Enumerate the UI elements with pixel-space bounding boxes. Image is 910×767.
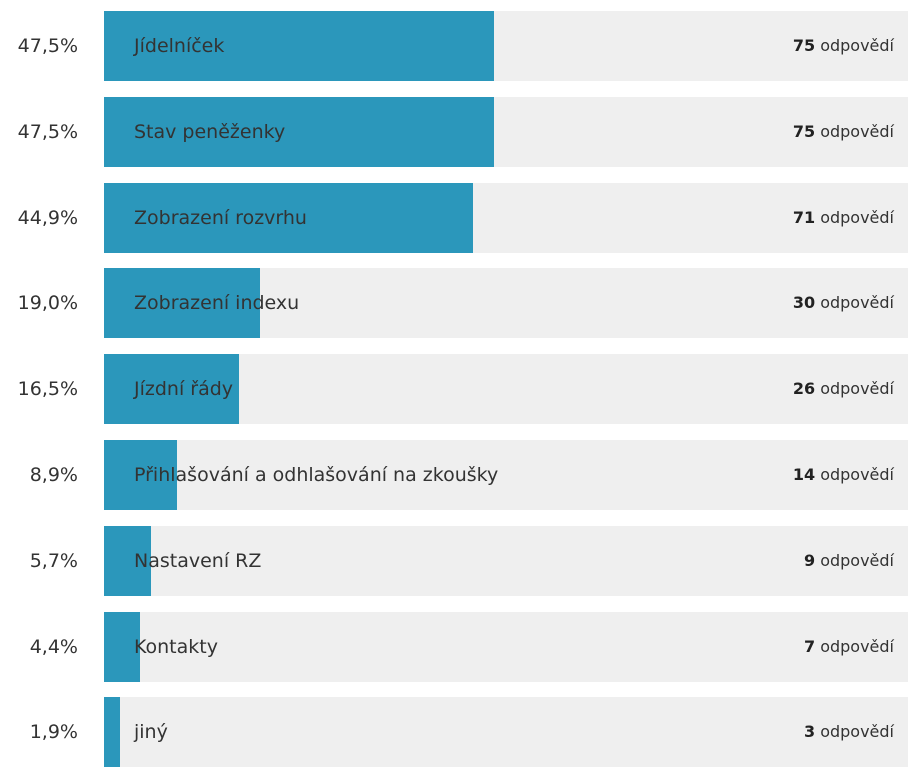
chart-row: 19,0% Zobrazení indexu 30 odpovědí (0, 268, 910, 338)
bar-track: Zobrazení rozvrhu 71 odpovědí (104, 183, 908, 253)
percent-label: 47,5% (17, 35, 78, 57)
option-label: Jídelníček (134, 35, 225, 57)
chart-row: 47,5% Stav peněženky 75 odpovědí (0, 97, 910, 167)
bar-track: Kontakty 7 odpovědí (104, 612, 908, 682)
bar-track: Stav peněženky 75 odpovědí (104, 97, 908, 167)
option-label: Zobrazení indexu (134, 292, 300, 314)
bar (104, 183, 473, 253)
percent-label: 5,7% (29, 550, 78, 572)
count-suffix: odpovědí (820, 379, 894, 398)
bar-track: Nastavení RZ 9 odpovědí (104, 526, 908, 596)
bar-track: jiný 3 odpovědí (104, 697, 908, 767)
bar-track: Jízdní řády 26 odpovědí (104, 354, 908, 424)
bar (104, 268, 260, 338)
count-suffix: odpovědí (820, 722, 894, 741)
count-suffix: odpovědí (820, 208, 894, 227)
count-suffix: odpovědí (820, 122, 894, 141)
option-label: Nastavení RZ (134, 550, 262, 572)
option-label: Stav peněženky (134, 121, 286, 143)
count-value: 9 (803, 551, 816, 570)
option-label: Kontakty (134, 636, 218, 658)
response-count: 3 odpovědí (804, 697, 894, 767)
count-value: 14 (792, 465, 816, 484)
response-count: 75 odpovědí (793, 97, 894, 167)
response-count: 75 odpovědí (793, 11, 894, 81)
option-label: Zobrazení rozvrhu (134, 207, 307, 229)
bar (104, 97, 494, 167)
bar (104, 354, 239, 424)
count-suffix: odpovědí (820, 293, 894, 312)
chart-row: 47,5% Jídelníček 75 odpovědí (0, 11, 910, 81)
percent-label: 16,5% (17, 378, 78, 400)
count-value: 71 (792, 208, 816, 227)
percent-label: 44,9% (17, 207, 78, 229)
option-label: jiný (134, 721, 168, 743)
chart-row: 44,9% Zobrazení rozvrhu 71 odpovědí (0, 183, 910, 253)
bar (104, 697, 120, 767)
bar (104, 440, 177, 510)
percent-label: 4,4% (29, 636, 78, 658)
count-suffix: odpovědí (820, 36, 894, 55)
count-suffix: odpovědí (820, 465, 894, 484)
response-count: 30 odpovědí (793, 268, 894, 338)
percent-label: 19,0% (17, 292, 78, 314)
percent-label: 1,9% (29, 721, 78, 743)
response-count: 26 odpovědí (793, 354, 894, 424)
percent-label: 47,5% (17, 121, 78, 143)
chart-row: 16,5% Jízdní řády 26 odpovědí (0, 354, 910, 424)
option-label: Jízdní řády (134, 378, 234, 400)
bar-track: Přihlašování a odhlašování na zkoušky 14 … (104, 440, 908, 510)
chart-row: 4,4% Kontakty 7 odpovědí (0, 612, 910, 682)
response-count: 71 odpovědí (793, 183, 894, 253)
count-suffix: odpovědí (820, 551, 894, 570)
percent-label: 8,9% (29, 464, 78, 486)
response-count: 9 odpovědí (804, 526, 894, 596)
chart-row: 1,9% jiný 3 odpovědí (0, 697, 910, 767)
option-label: Přihlašování a odhlašování na zkoušky (134, 464, 499, 486)
count-value: 26 (792, 379, 816, 398)
count-value: 3 (803, 722, 816, 741)
bar (104, 612, 140, 682)
chart-row: 5,7% Nastavení RZ 9 odpovědí (0, 526, 910, 596)
response-count: 7 odpovědí (804, 612, 894, 682)
chart-row: 8,9% Přihlašování a odhlašování na zkoušk… (0, 440, 910, 510)
bar-track: Zobrazení indexu 30 odpovědí (104, 268, 908, 338)
bar (104, 11, 494, 81)
count-value: 7 (803, 637, 816, 656)
count-value: 75 (792, 122, 816, 141)
count-value: 75 (792, 36, 816, 55)
bar-track: Jídelníček 75 odpovědí (104, 11, 908, 81)
count-suffix: odpovědí (820, 637, 894, 656)
bar (104, 526, 151, 596)
response-count: 14 odpovědí (793, 440, 894, 510)
count-value: 30 (792, 293, 816, 312)
